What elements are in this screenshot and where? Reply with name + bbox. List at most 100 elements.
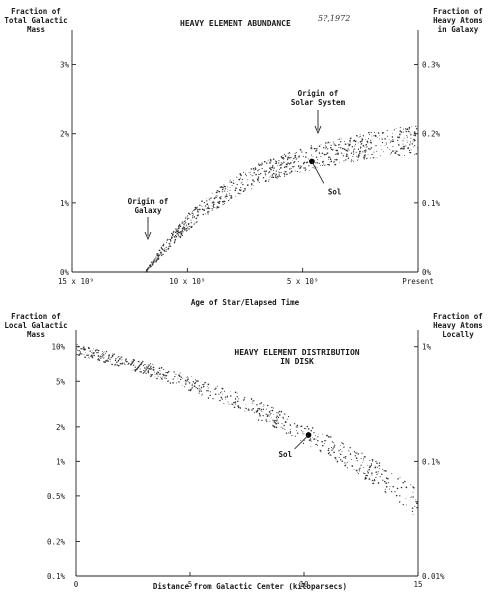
chart-bottom-band-dot	[266, 404, 269, 407]
chart-top-band-dot	[332, 150, 334, 151]
chart-top-band-dot	[324, 164, 326, 166]
chart-bottom-band-dot	[375, 477, 377, 479]
chart-bottom-band-dot	[362, 462, 363, 463]
chart-bottom-band-dot	[278, 410, 280, 413]
chart-top-band-dot	[280, 167, 282, 169]
chart-bottom: HEAVY ELEMENT DISTRIBUTION IN DISK Fract…	[4, 312, 482, 591]
chart-bottom-band-dot	[287, 415, 290, 418]
chart-bottom-band-dot	[206, 390, 208, 392]
chart-top-band-dot	[368, 148, 370, 150]
chart-top-band-dot	[271, 166, 274, 169]
chart-bottom-band-dot	[374, 465, 376, 467]
chart-bottom-band-dot	[93, 352, 95, 354]
chart-bottom-band-dot	[145, 372, 147, 374]
chart-bottom-band-dot	[341, 442, 343, 444]
chart-bottom-band-dot	[238, 398, 240, 400]
chart-bottom-band-dot	[102, 353, 104, 355]
chart-top-band-dot	[288, 157, 291, 159]
chart-top-band-dot	[227, 186, 229, 188]
chart-top-band-dot	[249, 171, 251, 173]
chart-top-band-dot	[205, 213, 207, 215]
chart-top-band-dot	[201, 205, 203, 207]
chart-top-band-dot	[189, 213, 191, 216]
chart-top-band-dot	[345, 159, 347, 161]
chart-bottom-band-dot	[79, 351, 81, 353]
chart-top-band-dot	[206, 208, 208, 210]
chart-bottom-band-dot	[83, 354, 85, 356]
chart-bottom-band-dot	[223, 390, 226, 392]
chart-bottom-band-dot	[331, 449, 333, 451]
chart-bottom-band-dot	[188, 382, 191, 384]
chart-top-band-dot	[359, 152, 361, 155]
chart-bottom-band-dot	[274, 419, 276, 422]
chart-bottom-band-dot	[198, 385, 200, 387]
chart-bottom-band-dot	[207, 385, 208, 387]
chart-top-band-dot	[181, 222, 183, 224]
chart-top-x-tick-label: Present	[402, 277, 434, 286]
chart-bottom-band-dot	[328, 447, 330, 450]
chart-top-band-dot	[286, 173, 288, 176]
chart-top-band-dot	[378, 132, 380, 134]
chart-bottom-y-tick-label: 1%	[56, 457, 66, 466]
chart-top-band-dot	[328, 164, 330, 166]
chart-top-band-dot	[323, 153, 326, 156]
chart-top-band-dot	[406, 139, 408, 141]
chart-bottom-band-dot	[315, 443, 317, 446]
chart-top-band-dot	[230, 181, 233, 184]
chart-bottom-band-dot	[272, 420, 274, 422]
chart-bottom-band-dot	[319, 449, 322, 452]
chart-bottom-band-dot	[396, 487, 399, 490]
chart-bottom-band-dot	[91, 356, 94, 359]
chart-bottom-band-dot	[313, 438, 316, 440]
chart-bottom-band-dot	[333, 446, 335, 448]
chart-bottom-band-dot	[137, 360, 140, 363]
chart-top-band-dot	[403, 137, 405, 139]
chart-top-band-dot	[364, 138, 366, 140]
chart-bottom-band-dot	[233, 404, 235, 406]
chart-bottom-band-dot	[108, 356, 110, 358]
chart-top-band-dot	[365, 147, 367, 148]
chart-bottom-band-dot	[117, 364, 120, 367]
chart-top-band-dot	[226, 195, 228, 198]
chart-top-band-dot	[305, 168, 307, 170]
chart-top-band-dot	[215, 196, 217, 198]
chart-top-band-dot	[237, 192, 239, 194]
chart-bottom-band-dot	[214, 388, 216, 390]
chart-top-band-dot	[297, 161, 299, 163]
chart-bottom-band-dot	[416, 500, 419, 503]
chart-top-band-dot	[178, 224, 181, 227]
chart-top-band-dot	[194, 208, 197, 210]
chart-bottom-band-dot	[338, 450, 340, 452]
chart-top-band-dot	[244, 173, 247, 175]
chart-top-band-dot	[206, 207, 207, 209]
chart-top-band-dot	[349, 139, 351, 142]
chart-top-band-dot	[306, 161, 309, 163]
chart-bottom-band-dot	[76, 354, 78, 356]
chart-bottom-band-dot	[216, 385, 218, 387]
chart-top-band-dot	[257, 170, 259, 172]
chart-top-band-dot	[194, 224, 195, 226]
chart-top-band-dot	[407, 130, 410, 133]
chart-bottom-band-dot	[402, 503, 404, 506]
chart-bottom-band-dot	[132, 364, 135, 366]
chart-top-band-dot	[206, 203, 208, 206]
chart-top-band-dot	[174, 235, 177, 237]
annotation-origin-solar-1: Origin of	[298, 89, 339, 98]
chart-top-band-dot	[410, 137, 412, 139]
chart-bottom-band-dot	[101, 356, 103, 358]
chart-top-sol-marker: Sol	[309, 158, 341, 196]
chart-bottom-y-tick-label: 5%	[56, 377, 66, 386]
chart-bottom-band-dot	[95, 349, 97, 351]
chart-bottom-band-dot	[121, 362, 124, 365]
chart-top-band-dot	[236, 183, 238, 186]
chart-bottom-band-dot	[291, 435, 292, 437]
chart-top-band-dot	[294, 156, 296, 158]
chart-top-band-dot	[389, 149, 391, 150]
chart-bottom-band-dot	[364, 478, 366, 480]
chart-bottom-band-dot	[89, 350, 91, 352]
chart-bottom-band-dot	[305, 428, 307, 430]
chart-top-band-dot	[380, 145, 382, 147]
chart-top-band-dot	[257, 180, 259, 182]
chart-top-band-dot	[271, 176, 274, 178]
chart-bottom-band-dot	[111, 363, 113, 366]
